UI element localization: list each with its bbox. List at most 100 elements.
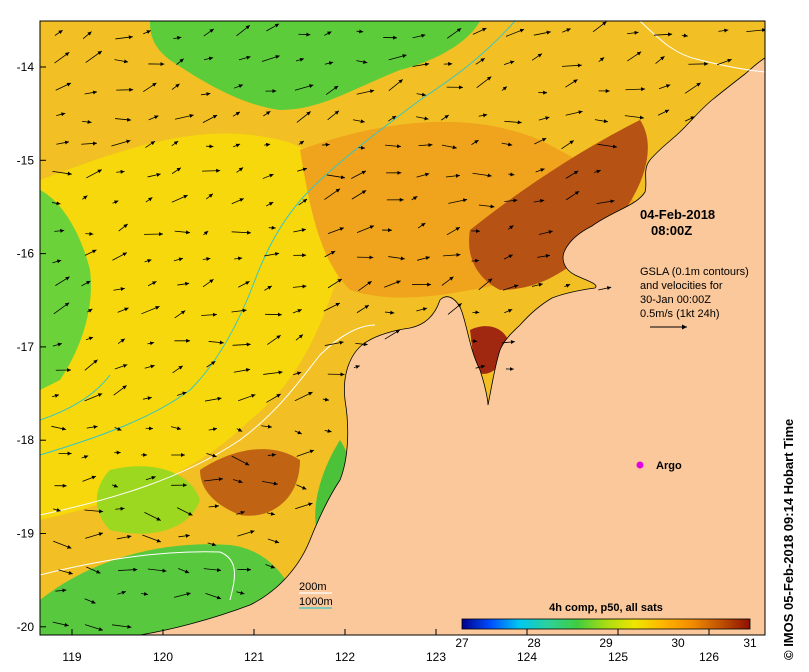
velocity-arrow (204, 477, 223, 482)
velocity-arrow (84, 249, 97, 256)
velocity-arrow (115, 506, 125, 511)
colorbar-tick-label: 28 (527, 636, 541, 650)
velocity-arrow (208, 504, 219, 509)
velocity-arrow (232, 111, 241, 117)
velocity-arrow (178, 568, 190, 574)
velocity-arrow (51, 425, 67, 431)
velocity-arrow (117, 590, 127, 595)
velocity-arrow (446, 27, 462, 39)
velocity-arrow (112, 252, 128, 261)
velocity-arrow (55, 588, 67, 593)
velocity-arrow (626, 30, 639, 35)
velocity-arrow (322, 397, 330, 402)
velocity-arrow (82, 475, 97, 482)
annotation-date: 04-Feb-2018 (640, 207, 715, 222)
velocity-arrow (534, 137, 547, 145)
velocity-arrow (53, 302, 70, 315)
velocity-arrow (266, 393, 281, 403)
velocity-arrow (472, 27, 487, 35)
colorbar-tick-label: 29 (599, 636, 613, 650)
velocity-arrow (324, 250, 336, 258)
velocity-arrow (412, 62, 430, 67)
latitude-axis: -14 -15 -16 -17 -18 -19 -20 (17, 60, 46, 634)
annotation-info-1: GSLA (0.1m contours) (640, 266, 749, 278)
velocity-arrow (447, 302, 462, 315)
colorbar-tick-label: 27 (455, 636, 469, 650)
velocity-arrow (596, 199, 615, 204)
velocity-arrow (232, 342, 251, 347)
velocity-arrow (206, 452, 217, 458)
velocity-arrow (237, 530, 255, 537)
velocity-arrow (236, 167, 244, 173)
velocity-arrow (472, 172, 492, 178)
velocity-arrow (56, 112, 66, 117)
velocity-arrow (655, 55, 665, 64)
velocity-arrow (52, 621, 69, 627)
velocity-arrow (231, 455, 250, 466)
land-australia (139, 21, 765, 635)
velocity-arrow (86, 169, 102, 179)
velocity-arrow (147, 172, 161, 178)
velocity-arrow (412, 33, 426, 39)
velocity-arrow (116, 534, 132, 540)
velocity-arrow (561, 63, 582, 68)
velocity-arrow (261, 55, 280, 62)
sst-zone-hot-kimberley (469, 120, 648, 290)
velocity-arrow (113, 385, 127, 396)
velocity-arrow (358, 280, 372, 291)
lon-tick-label: 124 (517, 650, 537, 664)
velocity-arrow (233, 368, 251, 373)
velocity-arrow (441, 144, 457, 150)
velocity-arrow (471, 339, 478, 344)
velocity-arrow (561, 140, 575, 150)
velocity-arrow (171, 194, 188, 203)
velocity-arrow (141, 306, 160, 315)
velocity-arrow (443, 252, 461, 257)
map-area: Argo 04-Feb-2018 08:00Z GSLA (0.1m conto… (40, 21, 765, 635)
velocity-arrow (351, 170, 367, 179)
velocity-arrow (565, 190, 580, 201)
velocity-arrow (202, 114, 218, 123)
velocity-arrow (266, 23, 280, 32)
velocity-arrow (445, 173, 460, 178)
velocity-arrow (478, 204, 495, 209)
velocity-arrow (323, 302, 341, 312)
velocity-arrow (325, 85, 339, 95)
velocity-arrow (296, 449, 315, 457)
velocity-arrow (324, 429, 332, 433)
velocity-arrow (85, 532, 104, 539)
velocity-arrow (236, 590, 245, 595)
velocity-arrow (295, 57, 305, 62)
velocity-arrow (597, 143, 618, 149)
velocity-arrow (58, 569, 73, 575)
velocity-arrow (356, 304, 370, 314)
velocity-arrow (81, 141, 97, 146)
isobath-1000m (40, 21, 516, 456)
longitude-axis: 119 120 121 122 123 124 125 126 (62, 629, 719, 664)
velocity-arrow (172, 365, 184, 374)
velocity-arrow (143, 30, 151, 35)
velocity-arrow (327, 278, 343, 289)
velocity-arrow (504, 309, 513, 314)
velocity-arrow (353, 365, 360, 369)
velocity-arrow (295, 334, 304, 341)
velocity-arrow (114, 364, 128, 370)
velocity-arrow (384, 310, 395, 315)
velocity-arrow (533, 30, 551, 36)
velocity-arrow (144, 512, 161, 521)
velocity-arrow (294, 84, 314, 91)
velocity-arrow (205, 592, 222, 600)
velocity-arrow (297, 167, 308, 172)
colorbar-tick-label: 30 (671, 636, 685, 650)
velocity-arrow (501, 86, 508, 91)
velocity-arrow (238, 394, 256, 402)
velocity-arrow (231, 198, 244, 205)
velocity-arrow (207, 542, 217, 547)
velocity-arrow (416, 92, 427, 97)
velocity-arrow (295, 502, 313, 510)
velocity-arrow (176, 391, 187, 396)
bathymetry-legend: 200m 1000m (299, 581, 333, 609)
velocity-arrow (206, 360, 216, 368)
velocity-arrow (203, 230, 209, 236)
